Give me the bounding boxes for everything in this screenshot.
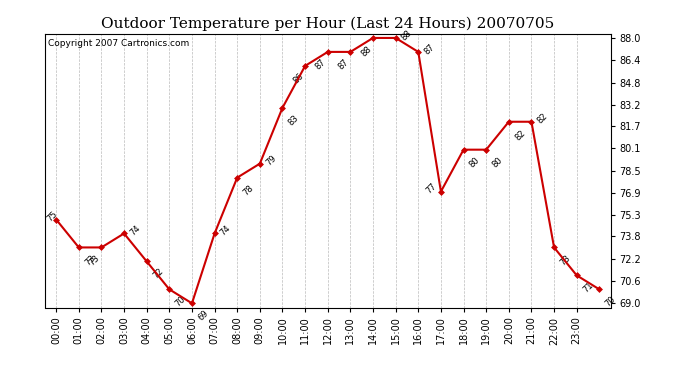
Text: 82: 82 [535,112,549,126]
Text: 72: 72 [151,267,165,281]
Text: 87: 87 [314,57,328,71]
Text: 86: 86 [291,71,305,86]
Text: 80: 80 [468,155,482,169]
Text: 83: 83 [286,113,301,127]
Text: 88: 88 [400,28,414,42]
Text: 73: 73 [88,253,101,267]
Text: 73: 73 [558,253,572,267]
Text: 87: 87 [422,42,436,56]
Text: Copyright 2007 Cartronics.com: Copyright 2007 Cartronics.com [48,39,189,48]
Text: 80: 80 [491,155,504,169]
Text: 74: 74 [219,224,233,238]
Text: 71: 71 [581,281,595,295]
Text: 88: 88 [359,45,373,59]
Text: 79: 79 [264,154,278,168]
Text: 73: 73 [83,253,97,267]
Text: 87: 87 [337,57,351,71]
Text: 69: 69 [196,309,210,323]
Text: 82: 82 [513,129,527,142]
Text: 74: 74 [128,224,142,238]
Text: 78: 78 [241,183,255,197]
Text: 75: 75 [45,210,59,224]
Title: Outdoor Temperature per Hour (Last 24 Hours) 20070705: Outdoor Temperature per Hour (Last 24 Ho… [101,17,554,31]
Text: 70: 70 [173,295,188,309]
Text: 70: 70 [604,295,618,309]
Text: 77: 77 [424,182,438,196]
